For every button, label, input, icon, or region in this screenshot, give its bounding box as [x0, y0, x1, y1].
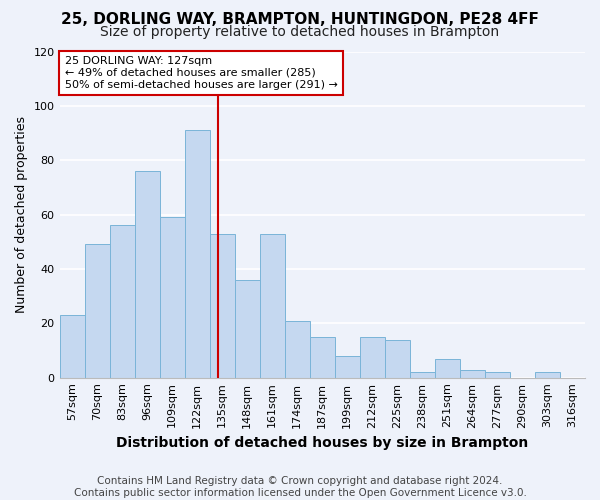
- Bar: [385, 340, 410, 378]
- Bar: [260, 234, 285, 378]
- Bar: [410, 372, 435, 378]
- Bar: [185, 130, 209, 378]
- X-axis label: Distribution of detached houses by size in Brampton: Distribution of detached houses by size …: [116, 436, 529, 450]
- Bar: [535, 372, 560, 378]
- Bar: [235, 280, 260, 378]
- Text: 25 DORLING WAY: 127sqm
← 49% of detached houses are smaller (285)
50% of semi-de: 25 DORLING WAY: 127sqm ← 49% of detached…: [65, 56, 338, 90]
- Bar: [460, 370, 485, 378]
- Bar: [435, 358, 460, 378]
- Bar: [134, 171, 160, 378]
- Bar: [110, 226, 134, 378]
- Text: 25, DORLING WAY, BRAMPTON, HUNTINGDON, PE28 4FF: 25, DORLING WAY, BRAMPTON, HUNTINGDON, P…: [61, 12, 539, 28]
- Text: Contains HM Land Registry data © Crown copyright and database right 2024.
Contai: Contains HM Land Registry data © Crown c…: [74, 476, 526, 498]
- Bar: [285, 320, 310, 378]
- Text: Size of property relative to detached houses in Brampton: Size of property relative to detached ho…: [100, 25, 500, 39]
- Bar: [209, 234, 235, 378]
- Bar: [85, 244, 110, 378]
- Bar: [160, 218, 185, 378]
- Bar: [485, 372, 510, 378]
- Y-axis label: Number of detached properties: Number of detached properties: [15, 116, 28, 313]
- Bar: [360, 337, 385, 378]
- Bar: [59, 315, 85, 378]
- Bar: [335, 356, 360, 378]
- Bar: [310, 337, 335, 378]
